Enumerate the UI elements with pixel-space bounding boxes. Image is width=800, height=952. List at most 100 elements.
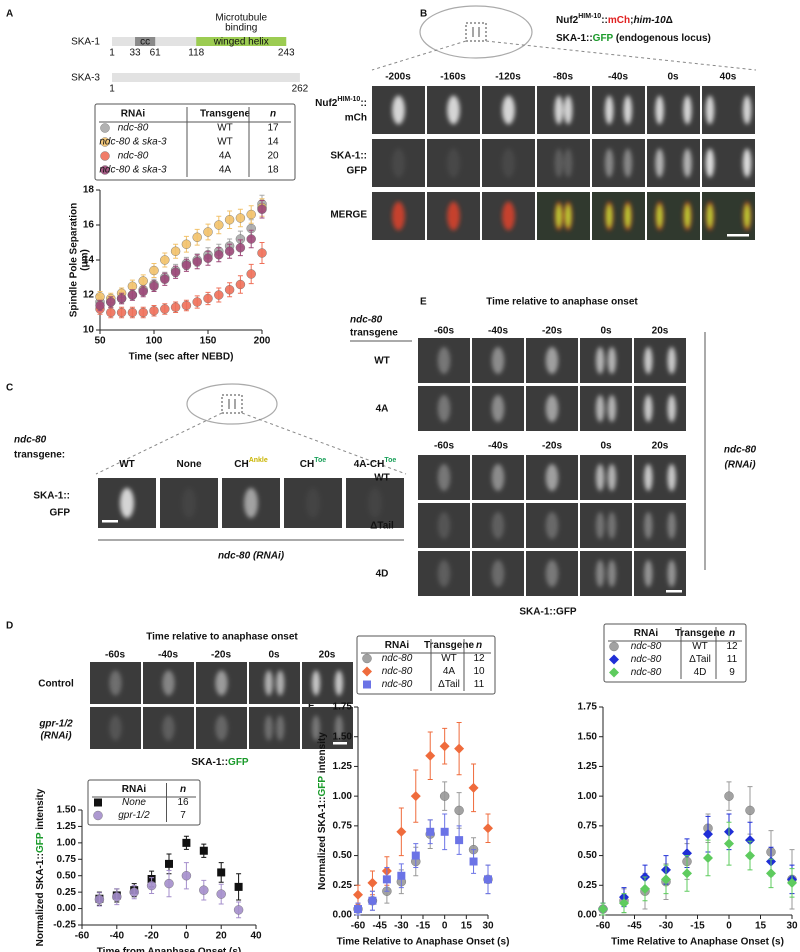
y-tick-label: 10 (83, 325, 95, 336)
noise (482, 86, 535, 134)
signal-blob (707, 204, 713, 228)
signal-blob (502, 95, 515, 125)
signal (655, 148, 692, 178)
micrograph (249, 707, 300, 749)
signal-blob (644, 560, 653, 587)
legend-entry: 4A (219, 151, 232, 162)
noise (196, 707, 247, 749)
marker (165, 859, 173, 868)
embryo (186, 383, 278, 425)
legend-entry: 16 (177, 797, 189, 808)
domain-label: cc (140, 37, 150, 48)
x-tick-label: -45 (627, 921, 642, 932)
legend-entry: 11 (727, 654, 738, 665)
signal-blob (607, 464, 617, 491)
row-label: transgene (350, 328, 398, 339)
signal (215, 715, 228, 741)
noise (222, 478, 280, 528)
noise (249, 707, 300, 749)
marker (703, 852, 713, 863)
legend-entry: 4D (694, 667, 707, 678)
marker (181, 871, 192, 881)
y-tick-label: 14 (83, 255, 95, 266)
signal-blob (545, 464, 559, 491)
signal (244, 488, 258, 518)
marker (396, 826, 407, 837)
signal (545, 395, 559, 422)
noise (372, 86, 425, 134)
signal (215, 670, 228, 696)
scale-bar (333, 742, 347, 745)
y-tick-label: 12 (83, 290, 95, 301)
signal (437, 347, 451, 374)
legend-header: Transgene (675, 628, 725, 639)
time-label: 40s (720, 72, 737, 83)
protein-bar (112, 73, 300, 82)
marker (224, 215, 235, 225)
marker (598, 904, 608, 915)
marker (439, 741, 450, 752)
signal (604, 148, 633, 178)
signal-blob (311, 715, 321, 741)
micrograph (634, 503, 686, 548)
signal (545, 560, 559, 587)
scale-bar (102, 520, 118, 523)
column-label-part: 4A-CH (354, 459, 385, 470)
noise (537, 139, 590, 187)
micrograph (580, 551, 632, 596)
y-axis-label: Spindle Pole Separation (69, 203, 80, 317)
marker (129, 887, 139, 897)
legend-box (94, 103, 296, 181)
panel-title-part: GFP (593, 33, 614, 44)
marker (745, 835, 755, 846)
time-label: -160s (440, 72, 466, 83)
marker (149, 306, 159, 316)
time-label: -60s (105, 650, 125, 661)
time-label: -40s (608, 72, 628, 83)
signal-blob (655, 95, 664, 125)
x-tick-label: 40 (250, 931, 262, 942)
signal (554, 201, 573, 231)
signal-blob (545, 347, 559, 374)
legend-entry: 17 (267, 123, 279, 134)
noise (427, 192, 480, 240)
y-tick-label: 0.75 (578, 820, 598, 831)
signal (545, 512, 559, 539)
x-tick-label: 100 (146, 336, 163, 347)
signal-blob (607, 560, 617, 587)
panel-title-part: (endogenous locus) (613, 33, 711, 44)
signal-blob (644, 395, 653, 422)
y-tick-label: 18 (83, 185, 95, 196)
signal-blob (705, 148, 715, 178)
column-label-part: CH (300, 459, 314, 470)
panel-letter: B (420, 9, 427, 20)
marker (192, 232, 202, 242)
marker (138, 307, 148, 318)
noise (418, 386, 470, 431)
marker (160, 304, 170, 314)
noise (526, 455, 578, 500)
x-tick-label: -60 (596, 921, 611, 932)
legend-marker (100, 165, 110, 175)
marker (682, 868, 692, 879)
time-label: -60s (434, 441, 454, 452)
legend-marker (93, 810, 103, 821)
time-label: -20s (211, 650, 231, 661)
y-tick-label: 0.50 (578, 850, 598, 861)
noise (634, 551, 686, 596)
marker (439, 791, 450, 801)
noise (418, 455, 470, 500)
y-axis-label: Normalized SKA-1::GFP intensity (317, 732, 328, 890)
noise (634, 455, 686, 500)
noise (537, 192, 590, 240)
marker (367, 877, 378, 888)
row-label: ndc-80 (14, 435, 47, 446)
y-tick-label: 1.00 (578, 791, 598, 802)
marker (257, 248, 267, 258)
marker (787, 877, 797, 888)
marker (138, 276, 148, 286)
rule (241, 412, 407, 475)
signal (595, 512, 617, 539)
marker (181, 260, 192, 270)
noise (196, 662, 247, 704)
